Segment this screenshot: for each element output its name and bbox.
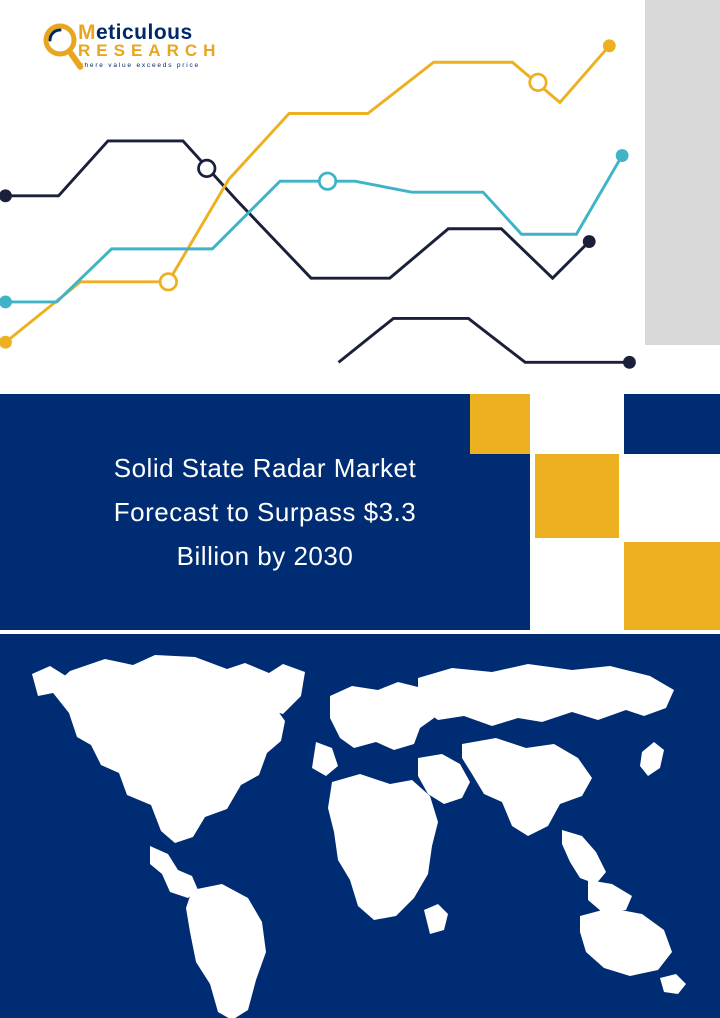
decorative-square bbox=[470, 394, 530, 454]
title-section: Solid State Radar Market Forecast to Sur… bbox=[0, 394, 720, 630]
trend-chart bbox=[0, 0, 645, 388]
decorative-square bbox=[535, 454, 619, 538]
side-strip bbox=[645, 0, 720, 345]
world-map-section bbox=[0, 634, 720, 1018]
world-map-icon bbox=[0, 634, 720, 1018]
decorative-square bbox=[624, 454, 720, 538]
title-box: Solid State Radar Market Forecast to Sur… bbox=[0, 394, 530, 630]
decorative-square bbox=[624, 542, 720, 630]
decorative-squares bbox=[530, 394, 720, 630]
chart-section: Meticulous RESEARCH where value exceeds … bbox=[0, 0, 720, 390]
decorative-square bbox=[624, 394, 720, 454]
decorative-square bbox=[535, 542, 619, 630]
report-title: Solid State Radar Market Forecast to Sur… bbox=[114, 446, 416, 579]
report-cover-page: Meticulous RESEARCH where value exceeds … bbox=[0, 0, 720, 1018]
